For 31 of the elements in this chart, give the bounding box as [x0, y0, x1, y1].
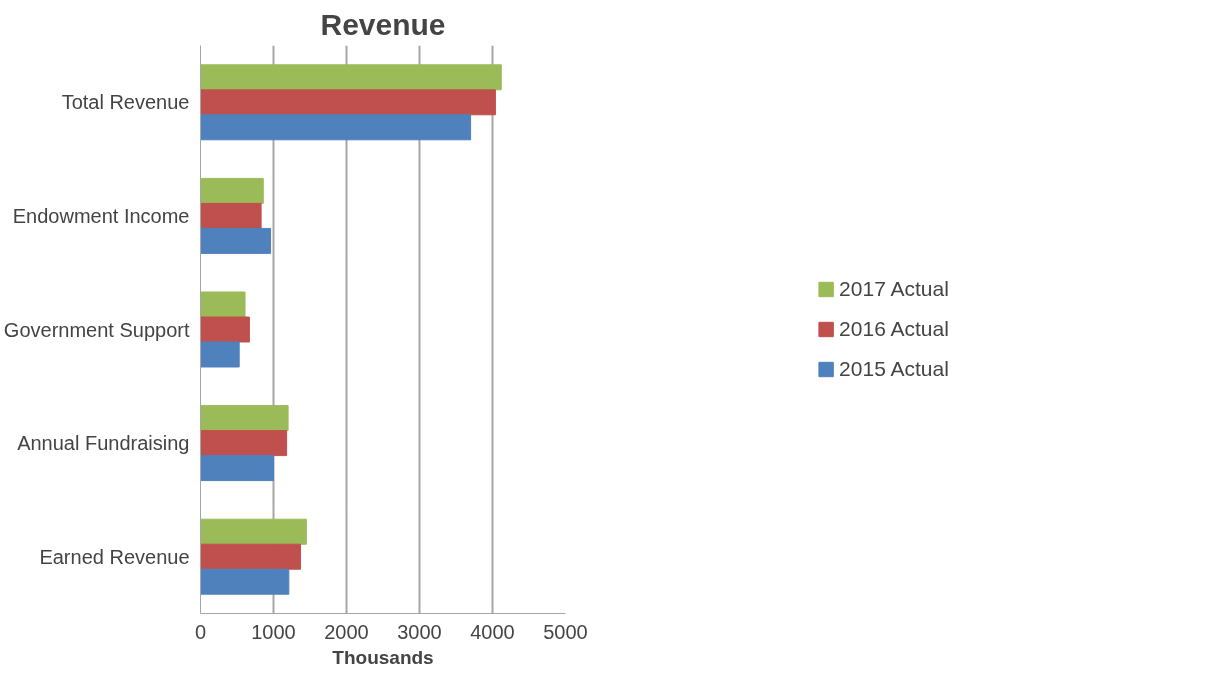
bar — [200, 341, 240, 368]
x-tick-label: 5000 — [543, 620, 588, 643]
bar — [200, 227, 272, 254]
bar — [200, 405, 289, 432]
bar — [200, 291, 246, 318]
bar — [200, 316, 250, 343]
x-tick-label: 1000 — [251, 620, 296, 643]
bar — [200, 518, 307, 545]
y-tick-label: Total Revenue — [61, 91, 190, 114]
chart-title: Revenue — [320, 7, 446, 41]
bar — [200, 568, 290, 595]
x-tick-label: 0 — [194, 620, 207, 643]
legend-label: 2016 Actual — [839, 317, 949, 341]
x-tick-label: 3000 — [397, 620, 442, 643]
legend-label: 2017 Actual — [839, 277, 949, 301]
y-tick-label: Earned Revenue — [39, 545, 190, 568]
y-tick-label: Annual Fundraising — [17, 432, 190, 455]
x-tick-label: 4000 — [470, 620, 515, 643]
bar — [200, 202, 262, 229]
bar — [200, 114, 472, 141]
x-axis-title: Thousands — [332, 646, 434, 668]
bar — [200, 64, 502, 91]
bar — [200, 455, 274, 482]
legend-label: 2015 Actual — [839, 357, 949, 381]
y-tick-label: Government Support — [3, 318, 190, 341]
bar — [200, 543, 302, 570]
bar — [200, 430, 288, 457]
y-tick-label: Endowment Income — [12, 204, 190, 227]
bar — [200, 89, 496, 116]
bar — [200, 177, 264, 204]
x-tick-label: 2000 — [324, 620, 369, 643]
